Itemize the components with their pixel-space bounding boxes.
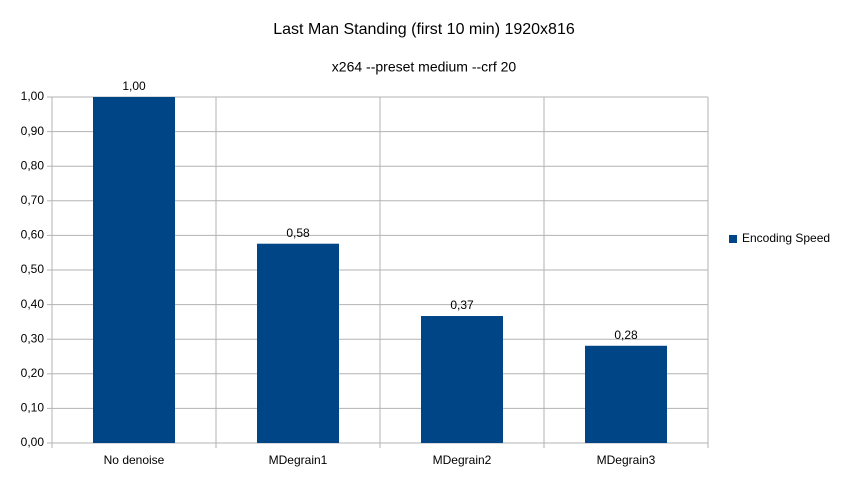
chart-subtitle: x264 --preset medium --crf 20: [332, 59, 517, 75]
y-tick-label: 0,20: [21, 366, 45, 380]
bar: [93, 97, 175, 443]
y-tick-label: 0,70: [21, 193, 45, 207]
y-tick-label: 0,30: [21, 331, 45, 345]
y-tick-label: 1,00: [21, 89, 45, 103]
legend-swatch: [729, 235, 737, 243]
data-label: 1,00: [122, 79, 146, 93]
y-tick-label: 0,00: [21, 435, 45, 449]
y-tick-label: 0,40: [21, 297, 45, 311]
y-tick-label: 0,60: [21, 228, 45, 242]
bar: [421, 316, 503, 443]
x-tick-label: MDegrain2: [433, 453, 492, 467]
bar: [257, 243, 339, 443]
data-label: 0,37: [450, 298, 474, 312]
y-tick-label: 0,90: [21, 124, 45, 138]
y-tick-label: 0,80: [21, 158, 45, 172]
data-label: 0,28: [614, 328, 638, 342]
chart-title: Last Man Standing (first 10 min) 1920x81…: [273, 21, 575, 38]
data-label: 0,58: [286, 226, 310, 240]
bar: [585, 345, 667, 443]
x-tick-label: MDegrain3: [597, 453, 656, 467]
y-tick-label: 0,10: [21, 401, 45, 415]
y-tick-label: 0,50: [21, 262, 45, 276]
legend-label: Encoding Speed: [742, 231, 830, 245]
x-tick-label: No denoise: [104, 453, 165, 467]
x-tick-label: MDegrain1: [269, 453, 328, 467]
